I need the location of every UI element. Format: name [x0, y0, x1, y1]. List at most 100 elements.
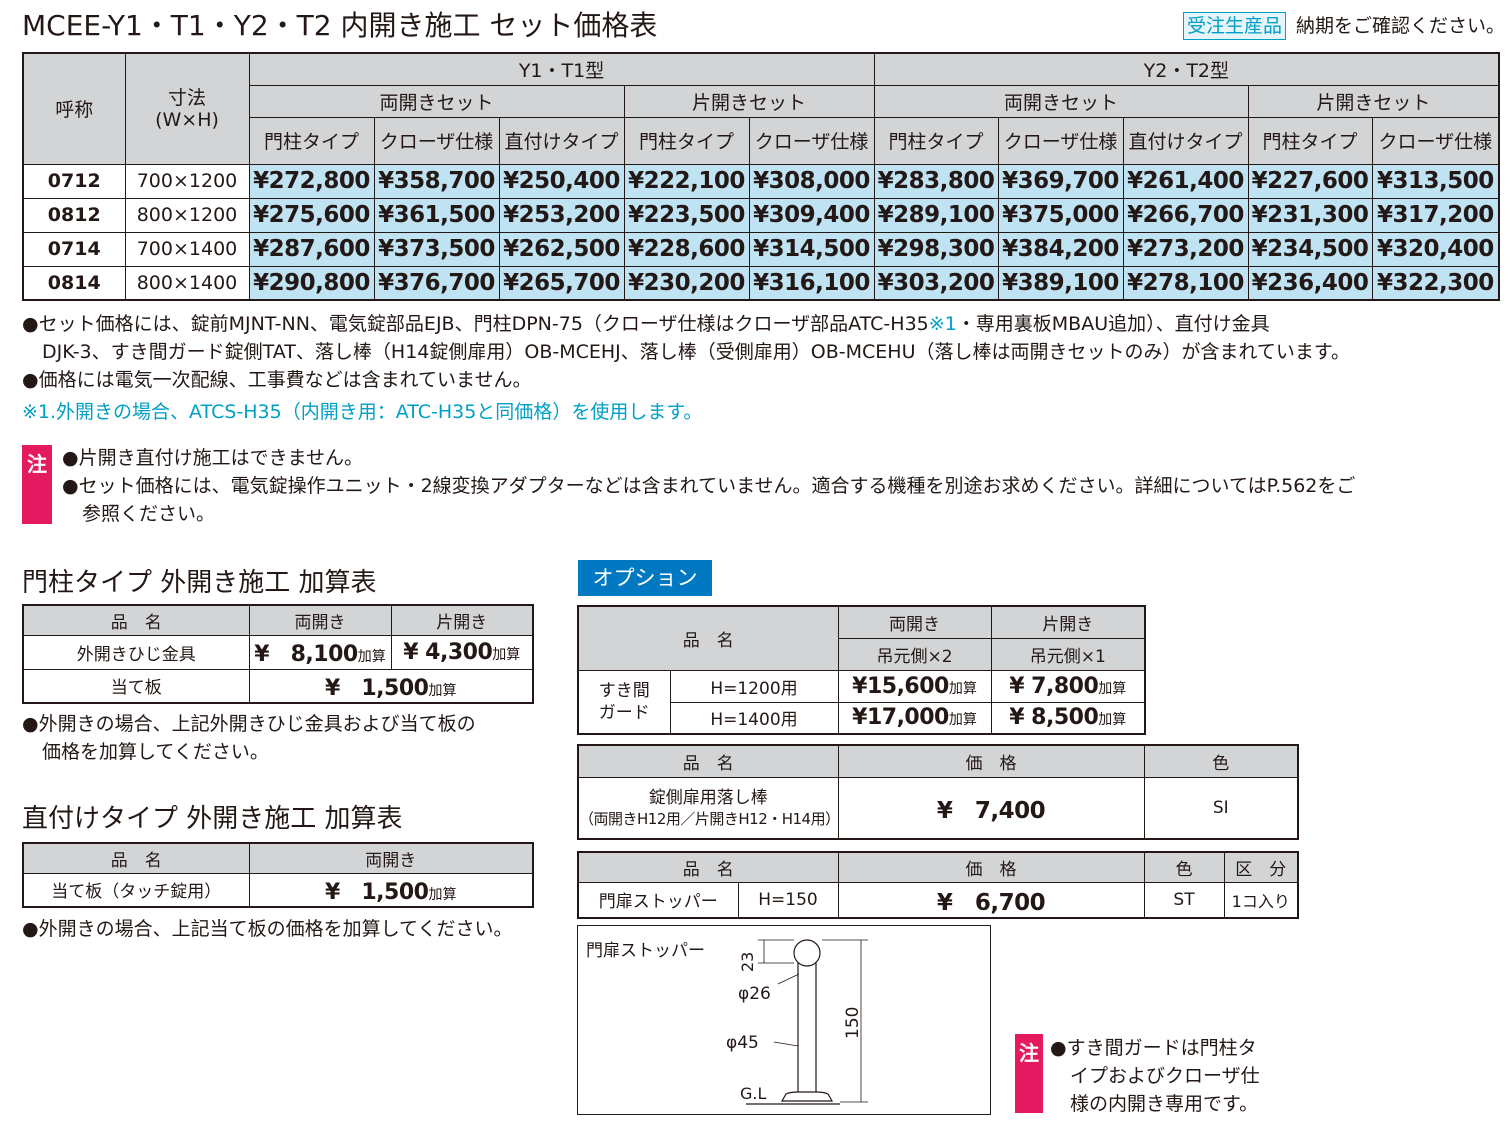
- add-label: 加算: [948, 680, 977, 697]
- dim-phi45: φ45: [726, 1033, 759, 1053]
- post-table-heading: 門柱タイプ 外開き施工 加算表: [22, 568, 377, 598]
- row-name: 0812: [22, 197, 126, 233]
- price-value: ¥ 7,400: [936, 797, 1046, 824]
- row-size: 700×1400: [124, 231, 250, 267]
- price-cell: ¥228,600: [623, 231, 750, 267]
- stopper-table: 品 名 価 格 色 区 分 門扉ストッパー H=150 ¥ 6,700 ST 1…: [577, 851, 1299, 919]
- caution-line: ●すき間ガードは門柱タ: [1050, 1037, 1257, 1059]
- unit-cell: 1コ入り: [1223, 881, 1299, 918]
- price-value: ¥ 7,800: [1009, 673, 1099, 699]
- header-color: 色: [1143, 744, 1299, 778]
- gl-label: G.L: [740, 1084, 767, 1103]
- color-cell: SI: [1143, 776, 1299, 840]
- price-value: ¥ 1,500: [325, 675, 429, 701]
- price-cell: ¥230,200: [623, 265, 750, 301]
- price-cell: ¥320,400: [1371, 231, 1500, 267]
- price-cell: ¥373,500: [373, 231, 500, 267]
- add-label: 加算: [1098, 680, 1127, 697]
- add-label: 加算: [948, 712, 977, 729]
- price-cell: ¥298,300: [873, 231, 999, 267]
- price-cell: ¥222,100: [623, 163, 750, 199]
- page-title: MCEE-Y1・T1・Y2・T2 内開き施工 セット価格表: [22, 9, 658, 42]
- header-name: 呼称: [22, 52, 126, 165]
- header-unit: 区 分: [1223, 851, 1299, 883]
- price-cell: ¥317,200: [1371, 197, 1500, 233]
- header-item: 品 名: [22, 842, 250, 874]
- stopper-figure: 門扉ストッパー 23 φ26 φ45 150 G.L: [577, 925, 991, 1115]
- item-name: 当て板: [22, 668, 250, 704]
- price-cell: ¥369,700: [997, 163, 1124, 199]
- col-post: 門柱タイプ: [248, 116, 375, 165]
- caution-line: ●片開き直付け施工はできません。: [62, 447, 364, 469]
- price-cell: ¥316,100: [748, 265, 875, 301]
- height-label: H=150: [737, 881, 839, 918]
- caution2-block: ●すき間ガードは門柱タ イプおよびクローザ仕 様の内開き専用です。: [1050, 1034, 1310, 1118]
- row-size: 700×1200: [124, 163, 250, 199]
- price-cell: ¥376,700: [373, 265, 500, 301]
- direct-add-table: 品 名 両開き 当て板（タッチ錠用） ¥ 1,500加算: [22, 842, 534, 908]
- price-cell: ¥261,400: [1122, 163, 1249, 199]
- price-cell: ¥308,000: [748, 163, 875, 199]
- col-closer: クローザ仕様: [373, 116, 500, 165]
- price-cell: ¥272,800: [248, 163, 375, 199]
- price-cell: ¥314,500: [748, 231, 875, 267]
- note-line: 価格を加算してください。: [42, 741, 269, 763]
- price-cell: ¥303,200: [873, 265, 999, 301]
- post-add-table: 品 名 両開き 片開き 外開きひじ金具 ¥ 8,100加算 ¥ 4,300加算 …: [22, 604, 534, 704]
- header-single-set: 片開きセット: [1247, 84, 1500, 118]
- price-cell: ¥322,300: [1371, 265, 1500, 301]
- caution-line: ●セット価格には、電気錠操作ユニット・2線変換アダプターなどは含まれていません。…: [62, 475, 1356, 497]
- note-line: ・専用裏板MBAU追加）、直付け金具: [956, 313, 1270, 335]
- row-size: 800×1400: [124, 265, 250, 301]
- price-value: ¥ 8,100: [254, 642, 358, 667]
- gap-guard-table: 品 名 両開き 片開き 吊元側×2 吊元側×1 すき間 ガード H=1200用 …: [577, 605, 1146, 735]
- add-label: 加算: [428, 886, 457, 903]
- col-post: 門柱タイプ: [873, 116, 999, 165]
- add-label: 加算: [492, 646, 521, 663]
- table-row: 0714 700×1400 ¥287,600 ¥373,500 ¥262,500 ¥228…: [22, 231, 1500, 267]
- price-cell: ¥275,600: [248, 197, 375, 233]
- height-label: H=1200用: [669, 669, 839, 703]
- price-cell: ¥15,600加算: [837, 669, 992, 703]
- caution-line: 様の内開き専用です。: [1070, 1093, 1259, 1115]
- price-cell: ¥313,500: [1371, 163, 1500, 199]
- price-cell: ¥227,600: [1247, 163, 1373, 199]
- header-both: 両開き: [248, 604, 392, 636]
- price-cell: ¥278,100: [1122, 265, 1249, 301]
- order-badge: 受注生産品: [1183, 12, 1287, 40]
- stopper-drawing: [746, 939, 868, 1105]
- col-direct: 直付けタイプ: [1122, 116, 1249, 165]
- header-both-set: 両開きセット: [873, 84, 1249, 118]
- price-value: ¥ 1,500: [325, 879, 429, 905]
- row-name: 0712: [22, 163, 126, 199]
- price-cell: ¥ 7,400: [837, 776, 1145, 840]
- header-single-set: 片開きセット: [623, 84, 875, 118]
- price-cell: ¥ 6,700: [837, 881, 1145, 918]
- option-badge-label: オプション: [592, 566, 698, 590]
- price-cell: ¥289,100: [873, 197, 999, 233]
- header-item: 品 名: [22, 604, 250, 636]
- col-closer: クローザ仕様: [997, 116, 1124, 165]
- color-cell: ST: [1143, 881, 1225, 918]
- order-note: 納期をご確認ください。: [1296, 15, 1506, 37]
- header-both: 両開き: [837, 605, 992, 639]
- note-line: ●外開きの場合、上記外開きひじ金具および当て板の: [22, 713, 476, 735]
- price-cell: ¥375,000: [997, 197, 1124, 233]
- price-cell: ¥ 8,100加算: [248, 634, 392, 670]
- add-label: 加算: [1098, 712, 1127, 729]
- price-cell: ¥ 1,500加算: [248, 668, 534, 704]
- price-cell: ¥389,100: [997, 265, 1124, 301]
- option-badge: オプション: [578, 560, 712, 596]
- header-group-y2t2: Y2・T2型: [873, 52, 1500, 86]
- caution-tag: 注: [22, 445, 52, 524]
- price-cell: ¥309,400: [748, 197, 875, 233]
- dim-phi26: φ26: [738, 984, 771, 1004]
- note-line: DJK-3、すき間ガード錠側TAT、落し棒（H14錠側扉用）OB-MCEHJ、落…: [42, 341, 1351, 363]
- direct-table-heading: 直付けタイプ 外開き施工 加算表: [22, 804, 403, 834]
- row-size: 800×1200: [124, 197, 250, 233]
- item-name: 当て板（タッチ錠用）: [22, 872, 250, 908]
- gap-guard-label: すき間 ガード: [577, 669, 671, 735]
- table-row: 0812 800×1200 ¥275,600 ¥361,500 ¥253,200 ¥223…: [22, 197, 1500, 233]
- height-label: H=1400用: [669, 701, 839, 735]
- note-footnote: ※1.外開きの場合、ATCS-H35（内開き用：ATC-H35と同価格）を使用し…: [22, 401, 703, 423]
